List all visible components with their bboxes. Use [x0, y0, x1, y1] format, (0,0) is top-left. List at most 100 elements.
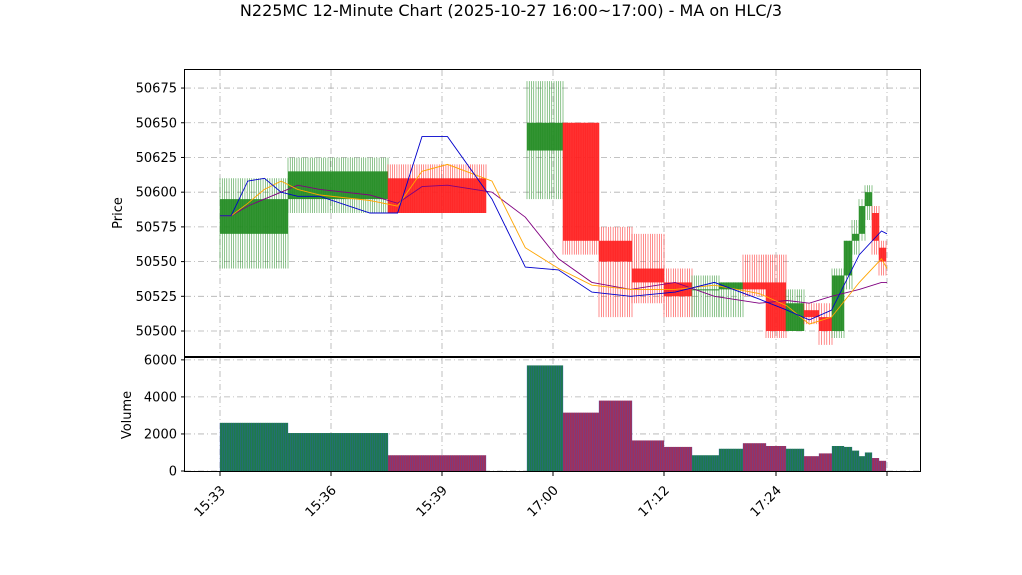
candle-body [766, 282, 786, 332]
volume-bar [865, 452, 872, 471]
volume-bar-15:35 [287, 433, 389, 471]
volume-bar [766, 445, 786, 471]
candle-body [859, 206, 865, 234]
volume-bar-17:02 [562, 412, 600, 471]
price-panel-frame [184, 69, 921, 357]
volume-bar-17:33 [871, 458, 880, 471]
volume-bar-15:33 [219, 422, 289, 471]
volume-bar-17:20 [742, 443, 767, 471]
volume-bar [819, 453, 832, 471]
price-tick-label: 50550 [136, 255, 177, 270]
candle-body [832, 275, 844, 332]
volume-bar-17:05 [598, 400, 633, 471]
moving-averages [220, 136, 888, 325]
volume-tick-label: 4000 [144, 390, 177, 405]
volume-bar-17:24 [785, 448, 805, 471]
candle-17:33 [871, 206, 880, 255]
ma-long-line [220, 184, 887, 304]
candle-body [852, 233, 859, 241]
volume-panel: 0 2000 4000 6000 Volume [120, 353, 921, 480]
price-panel: 50500 50525 50550 50575 50600 50625 50650 50675… [111, 69, 921, 357]
volume-bar-17:29 [843, 446, 853, 471]
volume-panel-frame [184, 357, 921, 472]
volume-y-ticks: 0 2000 4000 6000 [144, 353, 185, 480]
candle-body [819, 317, 832, 332]
volume-bar-17:08 [631, 440, 665, 471]
candle-body [872, 213, 879, 241]
volume-bar-17:31 [858, 456, 866, 471]
x-tick-label: 17:12 [636, 483, 673, 520]
candle-body [786, 303, 804, 332]
candle-17:20 [742, 254, 767, 297]
volume-axis-label: Volume [120, 391, 135, 439]
candle-15:35 [287, 157, 389, 213]
candle-17:24 [785, 289, 805, 332]
candle-17:28 [831, 268, 845, 338]
price-tick-label: 50600 [136, 186, 177, 201]
price-tick-label: 50625 [136, 151, 177, 166]
candle-body [804, 310, 819, 318]
volume-bar-17:34 [878, 460, 887, 471]
x-tick-label: 15:39 [414, 483, 451, 520]
volume-bar-17:28 [831, 445, 845, 471]
volume-bar-15:38 [387, 455, 487, 471]
candle-17:18 [718, 282, 744, 318]
candle-body [388, 178, 486, 213]
candle-body [692, 289, 719, 291]
candle-body [563, 122, 599, 241]
volume-bar-17:18 [718, 448, 744, 471]
candle-17:31 [858, 199, 866, 241]
volume-bar-17:26 [803, 456, 820, 471]
candle-15:38 [387, 164, 487, 213]
x-tick-label: 17:00 [525, 483, 562, 520]
candle-17:02 [562, 122, 600, 255]
volume-bar-17:30 [851, 450, 860, 471]
candle-body [879, 247, 886, 262]
x-axis-ticks: 15:33 15:36 15:39 17:00 17:12 17:24 [192, 472, 888, 520]
chart-title: N225MC 12-Minute Chart (2025-10-27 16:00… [240, 1, 782, 20]
volume-bar [879, 460, 886, 471]
x-tick-label: 17:24 [748, 483, 785, 520]
candle-body [220, 199, 288, 234]
volume-bar-17:15 [691, 455, 720, 471]
ma-short-line [220, 136, 888, 321]
volume-bar [844, 446, 852, 471]
candle-17:32 [864, 185, 873, 220]
volume-tick-label: 0 [169, 465, 177, 480]
volume-bar [852, 450, 859, 471]
candle-17:30 [851, 219, 860, 255]
volume-bar-17:12 [663, 446, 693, 471]
volume-bar [288, 433, 388, 471]
ma-mid-line [220, 163, 888, 325]
candle-17:34 [878, 240, 887, 276]
candle-17:08 [631, 233, 665, 304]
candle-body [743, 282, 766, 290]
volume-bars [219, 365, 887, 471]
volume-tick-label: 2000 [144, 427, 177, 442]
volume-bar-16:58 [526, 365, 564, 471]
volume-bar-17:22 [765, 445, 787, 471]
price-tick-label: 50575 [136, 220, 177, 235]
price-tick-label: 50525 [136, 290, 177, 305]
price-y-ticks: 50500 50525 50550 50575 50600 50625 50650 50675 [136, 82, 185, 340]
candle-body [865, 192, 872, 207]
candle-body [599, 240, 632, 262]
price-axis-label: Price [111, 197, 126, 229]
candle-body [527, 122, 563, 151]
price-tick-label: 50675 [136, 82, 177, 97]
candle-body [288, 171, 388, 200]
x-tick-label: 15:33 [192, 483, 229, 520]
candle-body [632, 268, 664, 283]
volume-tick-label: 6000 [144, 353, 177, 368]
volume-bar-17:32 [864, 452, 873, 471]
x-tick-label: 15:36 [303, 483, 340, 520]
candle-body [719, 282, 743, 290]
candle-17:27 [818, 303, 833, 345]
price-tick-label: 50650 [136, 116, 177, 131]
volume-bar [832, 445, 844, 471]
candle-17:05 [598, 226, 633, 318]
candle-17:26 [803, 303, 820, 325]
candle-16:58 [526, 81, 564, 200]
candle-body [844, 240, 852, 276]
